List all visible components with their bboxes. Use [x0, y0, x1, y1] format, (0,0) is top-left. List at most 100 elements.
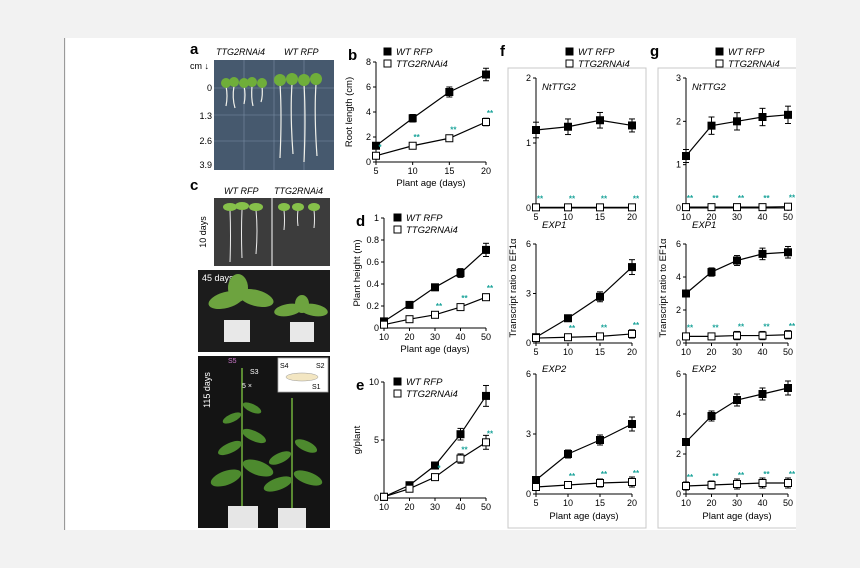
- e-point-wt: [431, 461, 439, 470]
- panel-label-e: e: [356, 377, 364, 394]
- photo-a-col-label-1: TTG2RNAi4: [216, 47, 265, 57]
- b-significance: **: [487, 109, 494, 118]
- d-point-rnai: [380, 320, 388, 329]
- d-legend-label-1: TTG2RNAi4: [406, 225, 458, 236]
- b-point-wt: [372, 141, 380, 150]
- g-sub3-x-tick-label: 10: [681, 498, 691, 508]
- photo-c-col-label-1: WT RFP: [224, 186, 259, 196]
- f-sub1-y-tick-label: 0: [526, 203, 531, 213]
- e-x-tick-label: 40: [455, 502, 465, 512]
- g-sub2-point-wt: [758, 249, 767, 258]
- f-sub3-significance: **: [601, 470, 608, 479]
- e-y-tick-label: 5: [374, 435, 379, 445]
- g-sub2-point-rnai: [707, 332, 716, 341]
- f-sub2-x-tick-label: 20: [627, 347, 637, 357]
- b-y-tick-label: 6: [366, 82, 371, 92]
- g-sub3-y-tick-label: 6: [676, 369, 681, 379]
- photo-10-days-label: 10 days: [198, 216, 208, 248]
- f-sub2-significance: **: [569, 324, 576, 333]
- scale-tick-3: 3.9: [199, 160, 212, 170]
- g-sub3-x-tick-label: 50: [783, 498, 793, 508]
- f-sub2-point-wt: [628, 263, 636, 272]
- b-point-wt: [445, 88, 454, 96]
- panel-label-c: c: [190, 177, 198, 194]
- panel-label-d: d: [356, 213, 365, 230]
- f-sub2-x-tick-label: 10: [563, 347, 573, 357]
- g-sub1-y-tick-label: 1: [676, 160, 681, 170]
- e-point-rnai: [456, 454, 465, 463]
- f-sub1-significance: **: [601, 194, 608, 203]
- b-x-tick-label: 20: [481, 166, 491, 176]
- b-significance: **: [414, 133, 421, 142]
- f-sub1-series-line-0: [535, 119, 633, 131]
- g-sub2-significance: **: [738, 323, 745, 332]
- f-sub2-x-tick-label: 5: [533, 347, 538, 357]
- b-point-rnai: [408, 141, 417, 150]
- root-photo: [214, 60, 334, 170]
- magnification-label: 5 ×: [242, 383, 252, 390]
- f-sub3-x-tick-label: 15: [595, 498, 605, 508]
- f-sub3-x-tick-label: 10: [563, 498, 573, 508]
- d-y-tick-label: 0.2: [366, 301, 379, 311]
- f-sub1-y-tick-label: 2: [526, 73, 531, 83]
- f-legend-marker-1: [565, 59, 574, 68]
- g-sub1-x-tick-label: 20: [706, 212, 716, 222]
- b-x-tick-label: 10: [408, 166, 418, 176]
- d-significance: **: [436, 302, 443, 311]
- f-sub3-point-rnai: [628, 478, 636, 486]
- scale-tick-0: 0: [207, 83, 212, 93]
- panel-c: c WT RFP TTG2RNAi4 10 days 45 days: [190, 177, 330, 528]
- e-point-wt: [482, 391, 490, 400]
- g-sub2-point-rnai: [758, 331, 767, 340]
- figure: a TTG2RNAi4 WT RFP cm ↓ 0 1.3 2.6 3.9: [66, 38, 803, 530]
- g-sub3-point-rnai: [733, 480, 741, 488]
- e-x-tick-label: 10: [379, 502, 389, 512]
- b-point-rnai: [372, 151, 380, 160]
- b-point-wt: [408, 114, 417, 123]
- e-x-tick-label: 20: [404, 502, 414, 512]
- panel-f-frame: [507, 67, 647, 529]
- f-legend-marker-0: [565, 47, 574, 56]
- g-sub1-point-rnai: [707, 203, 716, 212]
- g-sub2-x-tick-label: 10: [681, 347, 691, 357]
- flower-label-s1: S1: [312, 384, 321, 391]
- panel-a: a TTG2RNAi4 WT RFP cm ↓ 0 1.3 2.6 3.9: [190, 41, 334, 170]
- d-point-wt: [405, 300, 414, 309]
- panel-label-f: f: [500, 43, 506, 60]
- f-sub1-significance: **: [569, 194, 576, 203]
- g-sub1-y-tick-label: 2: [676, 116, 681, 126]
- d-y-tick-label: 0.4: [366, 279, 379, 289]
- d-point-rnai: [431, 310, 439, 319]
- f-sub1-point-wt: [628, 121, 636, 130]
- b-legend-label-0: WT RFP: [396, 47, 433, 58]
- g-sub3-point-wt: [682, 438, 690, 446]
- f-sub3-point-wt: [628, 420, 636, 428]
- panel-g-ylabel: Transcript ratio to EF1α: [658, 238, 669, 338]
- g-sub2-y-tick-label: 6: [676, 239, 681, 249]
- b-point-rnai: [482, 118, 490, 126]
- f-sub3-point-wt: [596, 436, 604, 444]
- b-legend-marker-1: [383, 59, 392, 68]
- d-legend-label-0: WT RFP: [406, 213, 443, 224]
- g-sub2-y-tick-label: 0: [676, 338, 681, 348]
- g-sub1-point-rnai: [784, 202, 792, 211]
- e-point-rnai: [405, 484, 414, 493]
- d-y-tick-label: 1: [374, 213, 379, 223]
- g-sub1-y-tick-label: 0: [676, 203, 681, 213]
- f-sub1-point-wt: [532, 126, 540, 134]
- g-sub3-significance: **: [712, 472, 719, 481]
- flower-label-s3: S3: [250, 369, 259, 376]
- flower-label-s5: S5: [228, 358, 237, 365]
- f-sub1-x-tick-label: 15: [595, 212, 605, 222]
- e-x-tick-label: 30: [430, 502, 440, 512]
- f-legend-label-1: TTG2RNAi4: [578, 59, 630, 70]
- f-sub3-point-wt: [564, 450, 572, 458]
- f-sub2-y-tick-label: 6: [526, 239, 531, 249]
- f-sub1-point-rnai: [596, 203, 604, 212]
- g-sub3-significance: **: [687, 473, 694, 482]
- panel-label-b: b: [348, 47, 357, 64]
- g-sub3-x-tick-label: 20: [706, 498, 716, 508]
